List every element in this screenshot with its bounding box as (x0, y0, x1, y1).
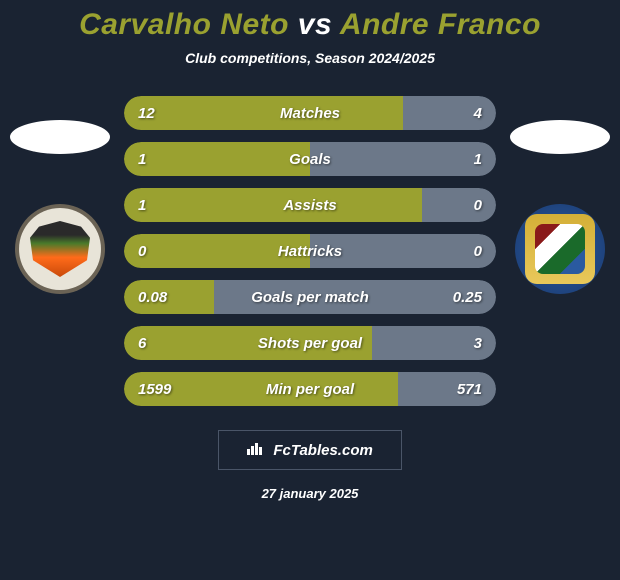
stat-row: 1 Goals 1 (124, 142, 496, 176)
left-badge-shield-icon (30, 221, 90, 277)
stats-list: 12 Matches 4 1 Goals 1 1 Assists 0 0 Hattricks 0 0.0… (124, 96, 496, 406)
footer-date: 27 january 2025 (0, 486, 620, 501)
bar-right (422, 188, 496, 222)
chart-icon (247, 441, 263, 459)
left-crest-column (10, 120, 110, 294)
comparison-card: Carvalho Neto vs Andre Franco Club compe… (0, 0, 620, 580)
bar-right (403, 96, 496, 130)
stat-label: Goals (289, 151, 331, 168)
stat-value-right: 1 (474, 151, 482, 168)
stat-value-right: 3 (474, 335, 482, 352)
stat-value-right: 0.25 (453, 289, 482, 306)
brand-text: FcTables.com (273, 442, 372, 459)
stat-value-right: 0 (474, 243, 482, 260)
bar-left (124, 142, 310, 176)
stat-label: Matches (280, 105, 340, 122)
stat-row: 1599 Min per goal 571 (124, 372, 496, 406)
vs-separator: vs (298, 8, 332, 41)
left-club-badge (15, 204, 105, 294)
stat-value-right: 0 (474, 197, 482, 214)
stat-value-left: 1 (138, 151, 146, 168)
bar-left (124, 96, 403, 130)
brand-box: FcTables.com (218, 430, 402, 470)
bar-right (310, 142, 496, 176)
footer: FcTables.com 27 january 2025 (0, 430, 620, 501)
bar-left (124, 188, 422, 222)
stat-value-right: 571 (457, 381, 482, 398)
player2-name: Andre Franco (340, 8, 541, 41)
stat-label: Goals per match (251, 289, 369, 306)
stat-row: 12 Matches 4 (124, 96, 496, 130)
left-badge-inner (19, 208, 101, 290)
stat-label: Shots per goal (258, 335, 362, 352)
stat-row: 1 Assists 0 (124, 188, 496, 222)
stat-value-left: 1599 (138, 381, 171, 398)
right-crest-column (510, 120, 610, 294)
stat-label: Hattricks (278, 243, 342, 260)
player1-name: Carvalho Neto (79, 8, 289, 41)
stat-value-left: 1 (138, 197, 146, 214)
right-badge-shield-icon (535, 224, 585, 274)
stat-value-left: 6 (138, 335, 146, 352)
left-ellipse (10, 120, 110, 154)
page-title: Carvalho Neto vs Andre Franco (0, 8, 620, 42)
right-badge-inner (525, 214, 595, 284)
stat-label: Assists (283, 197, 336, 214)
stat-row: 0.08 Goals per match 0.25 (124, 280, 496, 314)
stat-value-left: 0.08 (138, 289, 167, 306)
stat-value-left: 0 (138, 243, 146, 260)
subtitle: Club competitions, Season 2024/2025 (0, 50, 620, 66)
right-club-badge (515, 204, 605, 294)
stat-value-left: 12 (138, 105, 155, 122)
right-ellipse (510, 120, 610, 154)
stat-value-right: 4 (474, 105, 482, 122)
stat-row: 0 Hattricks 0 (124, 234, 496, 268)
stat-label: Min per goal (266, 381, 354, 398)
stat-row: 6 Shots per goal 3 (124, 326, 496, 360)
